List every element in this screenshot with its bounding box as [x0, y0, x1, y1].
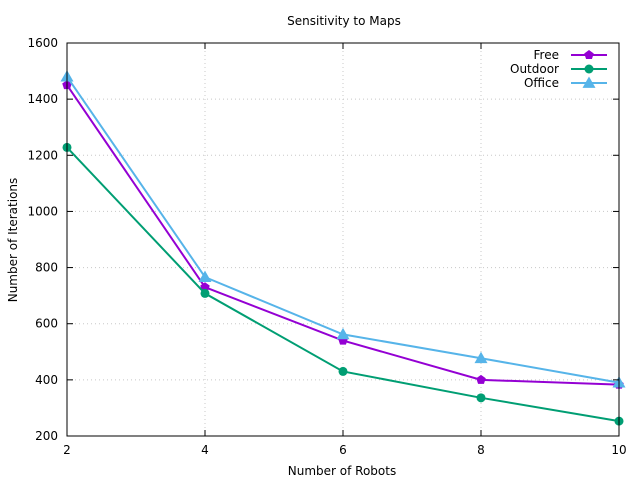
- series-lines: [60, 70, 626, 426]
- data-point-free: [476, 374, 486, 384]
- legend-label-free: Free: [534, 48, 559, 62]
- y-tick-label: 600: [35, 317, 58, 331]
- data-point-office: [474, 351, 488, 364]
- data-point-outdoor: [476, 393, 486, 403]
- y-tick-label: 400: [35, 373, 58, 387]
- axis-ticks: 2 4 6 8 10 200 400 600 800 1000 1200 1400 1600: [27, 36, 626, 457]
- data-point-office: [198, 270, 212, 282]
- x-tick-label: 8: [477, 443, 485, 457]
- legend-label-outdoor: Outdoor: [510, 62, 559, 76]
- legend-marker-office: [582, 76, 596, 88]
- y-tick-label: 1200: [27, 148, 58, 162]
- y-tick-label: 200: [35, 429, 58, 443]
- y-tick-label: 800: [35, 261, 58, 275]
- data-point-outdoor: [200, 288, 210, 298]
- data-point-office: [336, 327, 350, 340]
- legend-marker-outdoor: [584, 64, 594, 74]
- x-tick-label: 4: [201, 443, 209, 457]
- x-axis-label: Number of Robots: [288, 464, 396, 478]
- x-tick-label: 6: [339, 443, 347, 457]
- legend-marker-free: [584, 50, 594, 60]
- y-axis-label: Number of Iterations: [6, 178, 20, 303]
- data-point-free: [200, 282, 210, 292]
- x-tick-label: 10: [611, 443, 626, 457]
- x-tick-label: 2: [63, 443, 71, 457]
- data-point-outdoor: [338, 366, 348, 376]
- y-tick-label: 1400: [27, 92, 58, 106]
- y-tick-label: 1600: [27, 36, 58, 50]
- chart-title: Sensitivity to Maps: [287, 14, 401, 28]
- grid: [67, 43, 619, 436]
- y-tick-label: 1000: [27, 204, 58, 218]
- legend-label-office: Office: [524, 76, 559, 90]
